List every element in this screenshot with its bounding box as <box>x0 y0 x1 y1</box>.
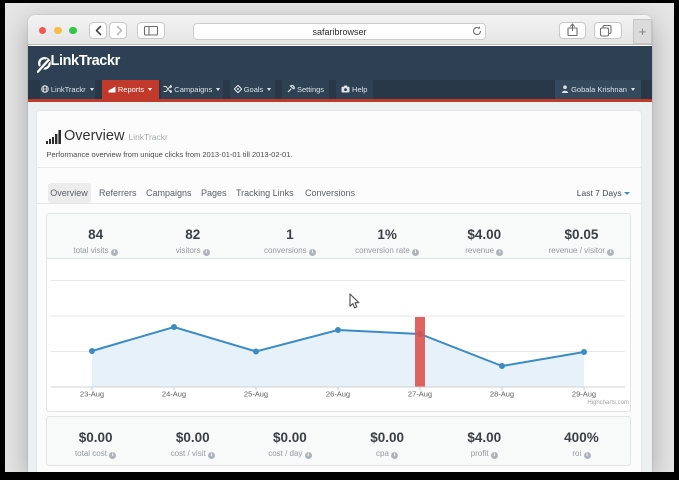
svg-text:24-Aug: 24-Aug <box>162 390 186 399</box>
svg-text:25-Aug: 25-Aug <box>244 390 268 399</box>
svg-text:23-Aug: 23-Aug <box>80 390 104 399</box>
svg-text:28-Aug: 28-Aug <box>490 390 514 399</box>
svg-text:Highcharts.com: Highcharts.com <box>587 400 629 406</box>
svg-text:26-Aug: 26-Aug <box>326 390 350 399</box>
svg-text:29-Aug: 29-Aug <box>572 390 596 399</box>
svg-text:27-Aug: 27-Aug <box>408 390 432 399</box>
